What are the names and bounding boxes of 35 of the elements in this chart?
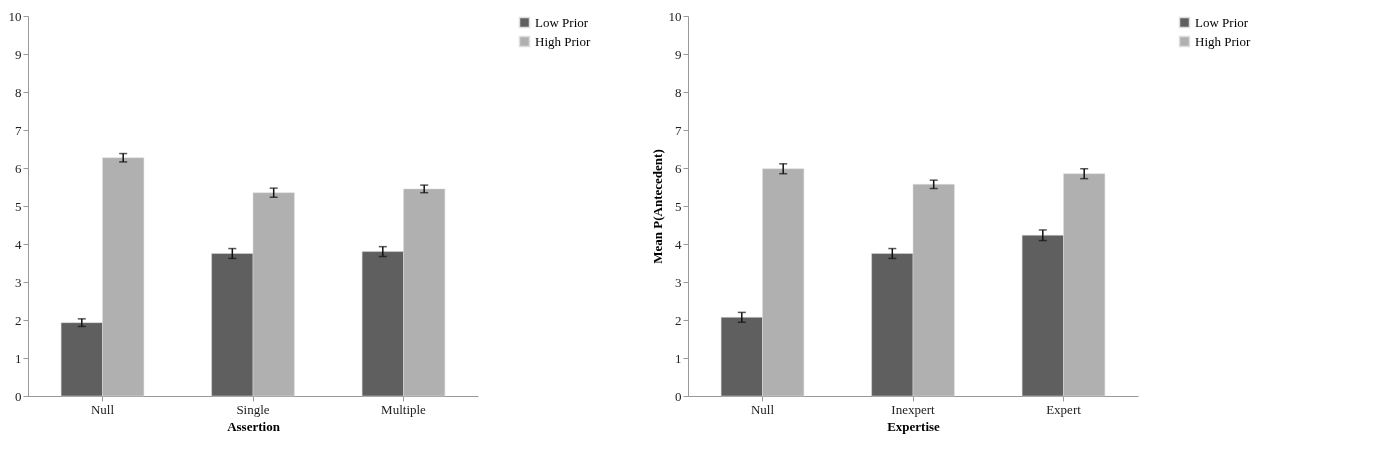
y-tick-label: 1 (675, 350, 682, 366)
y-tick-label: 4 (675, 236, 682, 252)
x-tick-label: Null (750, 401, 775, 417)
x-tick-label: Multiple (381, 401, 427, 417)
y-tick-label: 5 (675, 198, 682, 214)
y-tick-label: 3 (675, 274, 682, 290)
y-tick-label: 8 (675, 84, 682, 100)
y-tick-label: 1 (15, 350, 22, 366)
y-tick-label: 8 (15, 84, 22, 100)
legend-label: Low Prior (535, 14, 589, 30)
y-tick-label: 7 (675, 122, 682, 138)
y-tick-label: 9 (15, 46, 22, 62)
y-tick-label: 0 (675, 388, 682, 404)
y-tick-label: 9 (675, 46, 682, 62)
legend-label: High Prior (535, 33, 591, 49)
x-tick-label: Expert (1046, 401, 1082, 417)
y-tick-label: 10 (668, 8, 682, 24)
x-tick-label: Null (90, 401, 115, 417)
y-tick-label: 3 (15, 274, 22, 290)
y-tick-label: 4 (15, 236, 22, 252)
y-tick-label: 5 (15, 198, 22, 214)
x-tick-label: Inexpert (891, 401, 936, 417)
x-axis-title: Expertise (887, 418, 941, 434)
legend-label: Low Prior (1195, 14, 1249, 30)
y-tick-label: 7 (15, 122, 22, 138)
y-tick-label: 6 (15, 160, 22, 176)
y-tick-label: 2 (15, 312, 22, 328)
legend-label: High Prior (1195, 33, 1251, 49)
y-tick-label: 6 (675, 160, 682, 176)
x-tick-label: Single (236, 401, 270, 417)
y-tick-label: 0 (15, 388, 22, 404)
y-tick-label: 2 (675, 312, 682, 328)
y-axis-title: Mean P(Antecedent) (649, 149, 665, 264)
x-axis-title: Assertion (227, 418, 281, 434)
y-tick-label: 10 (8, 8, 22, 24)
